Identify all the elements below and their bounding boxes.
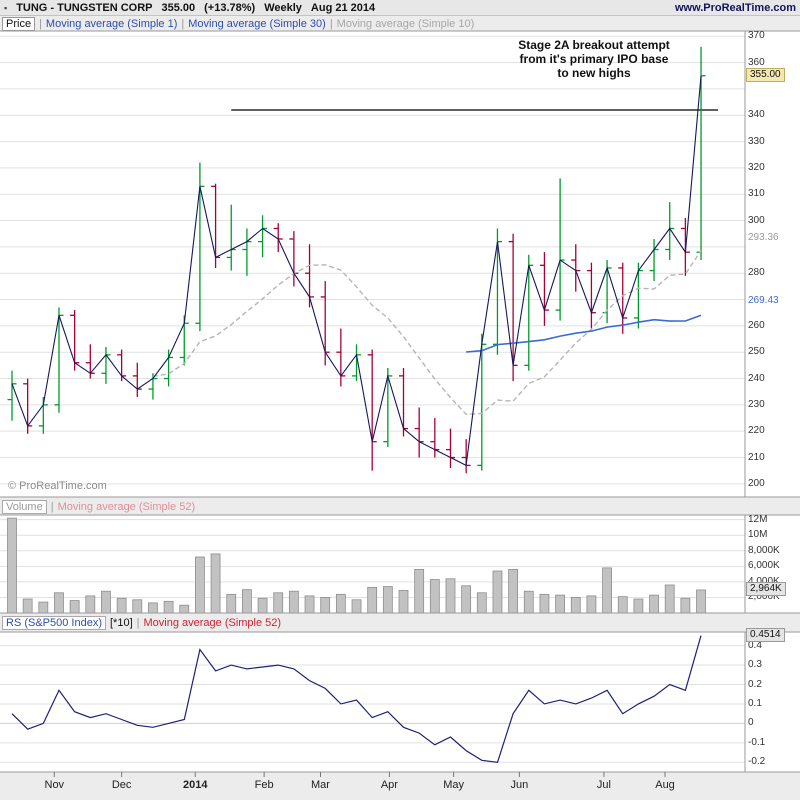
header-last-price: 355.00 [161, 1, 196, 14]
legend-separator: | [136, 617, 140, 629]
legend-separator: | [181, 17, 185, 30]
legend-item[interactable]: Moving average (Simple 52) [57, 500, 196, 513]
legend-item[interactable]: Moving average (Simple 1) [45, 17, 178, 30]
rs-legend: RS (S&P500 Index) [*10] | Moving average (S… [0, 614, 800, 632]
legend-item[interactable]: Volume [2, 499, 47, 514]
price-legend: Price | Moving average (Simple 1) | Moving a… [0, 16, 800, 31]
close-price-line [11, 75, 702, 467]
legend-item[interactable]: [*10] [110, 617, 133, 629]
rs-line [11, 635, 702, 763]
legend-item[interactable]: Moving average (Simple 10) [336, 17, 475, 30]
website-watermark: www.ProRealTime.com [674, 1, 796, 14]
volume-legend: Volume | Moving average (Simple 52) [0, 498, 800, 515]
legend-item[interactable]: Moving average (Simple 52) [143, 617, 282, 629]
volume-bars [7, 517, 706, 614]
legend-separator: | [50, 500, 54, 513]
legend-item[interactable]: Moving average (Simple 30) [188, 17, 326, 30]
legend-separator: | [329, 17, 333, 30]
title-bar: ▪ TUNG - TUNGSTEN CORP 355.00 (+13.78%) … [0, 0, 800, 15]
instrument-title: TUNG - TUNGSTEN CORP [16, 1, 153, 14]
ma30-line [466, 314, 702, 353]
header-timeframe: Weekly [264, 1, 302, 14]
ma10-line [152, 250, 702, 416]
panel-borders [0, 14, 800, 773]
time-axis-ticks [53, 772, 666, 777]
header-date: Aug 21 2014 [310, 1, 376, 14]
legend-item[interactable]: Price [2, 16, 36, 31]
legend-item[interactable]: RS (S&P500 Index) [2, 616, 106, 630]
header-change: (+13.78%) [204, 1, 256, 14]
legend-separator: | [39, 17, 42, 30]
window-icon: ▪ [4, 2, 8, 13]
